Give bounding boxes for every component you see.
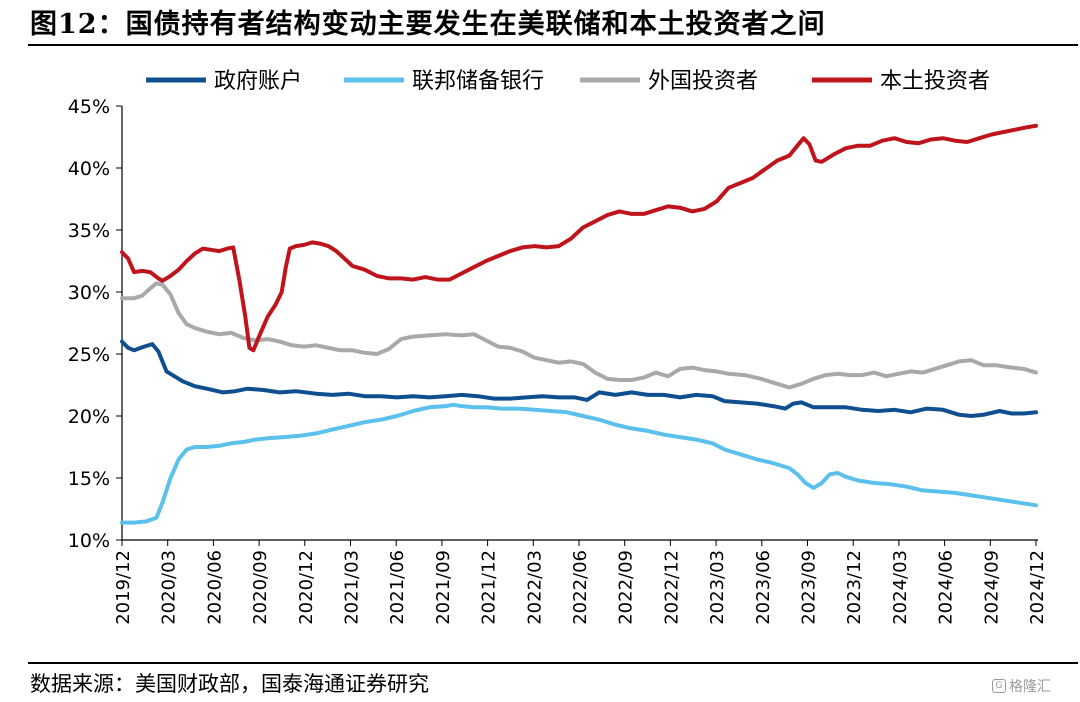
- y-tick-label: 10%: [68, 530, 110, 552]
- x-tick-label: 2023/12: [844, 550, 865, 625]
- top-rule: [28, 44, 1078, 46]
- series-line-政府账户: [120, 339, 1038, 418]
- y-tick-label: 25%: [68, 344, 110, 366]
- x-tick-label: 2024/03: [890, 550, 911, 625]
- legend-label: 政府账户: [214, 69, 302, 94]
- series-line-本土投资者: [120, 123, 1038, 353]
- bottom-rule: [28, 662, 1078, 664]
- x-tick-label: 2021/12: [479, 550, 500, 625]
- x-tick-label: 2020/09: [250, 550, 271, 625]
- x-tick-label: 2023/09: [799, 550, 820, 625]
- x-tick-label: 2022/06: [570, 550, 591, 625]
- legend-label: 外国投资者: [648, 69, 758, 94]
- y-tick-label: 20%: [68, 406, 110, 428]
- y-tick-label: 35%: [68, 220, 110, 242]
- series-line-外国投资者: [120, 281, 1038, 390]
- y-tick-label: 45%: [68, 96, 110, 118]
- watermark-logo-icon: G: [992, 679, 1006, 693]
- x-tick-label: 2020/06: [204, 550, 225, 625]
- watermark: G 格隆汇: [992, 676, 1051, 696]
- x-tick-label: 2024/06: [936, 550, 957, 625]
- x-tick-label: 2022/03: [524, 550, 545, 625]
- x-tick-label: 2021/03: [342, 550, 363, 625]
- x-tick-label: 2024/09: [981, 550, 1002, 625]
- y-tick-label: 15%: [68, 468, 110, 490]
- x-tick-label: 2019/12: [113, 550, 134, 625]
- x-tick-label: 2022/12: [661, 550, 682, 625]
- series-line-联邦储备银行: [120, 402, 1038, 525]
- x-tick-label: 2023/03: [707, 550, 728, 625]
- x-tick-label: 2024/12: [1027, 550, 1048, 625]
- y-tick-label: 30%: [68, 282, 110, 304]
- legend-label: 联邦储备银行: [412, 69, 544, 94]
- figure-title: 图12：国债持有者结构变动主要发生在美联储和本土投资者之间: [30, 9, 826, 40]
- x-tick-label: 2021/06: [387, 550, 408, 625]
- y-tick-label: 40%: [68, 158, 110, 180]
- x-tick-label: 2022/09: [616, 550, 637, 625]
- figure-header: 图12：国债持有者结构变动主要发生在美联储和本土投资者之间: [0, 0, 1080, 44]
- data-source-note: 数据来源：美国财政部，国泰海通证券研究: [30, 672, 429, 696]
- x-tick-label: 2020/03: [159, 550, 180, 625]
- x-tick-label: 2020/12: [296, 550, 317, 625]
- watermark-text: 格隆汇: [1009, 679, 1051, 695]
- x-tick-label: 2023/06: [753, 550, 774, 625]
- legend-label: 本土投资者: [880, 69, 990, 94]
- x-tick-label: 2021/09: [433, 550, 454, 625]
- line-chart: 10% 15% 20% 25% 30% 35% 40% 45% 2019/12 2020/03 20…: [68, 69, 1048, 625]
